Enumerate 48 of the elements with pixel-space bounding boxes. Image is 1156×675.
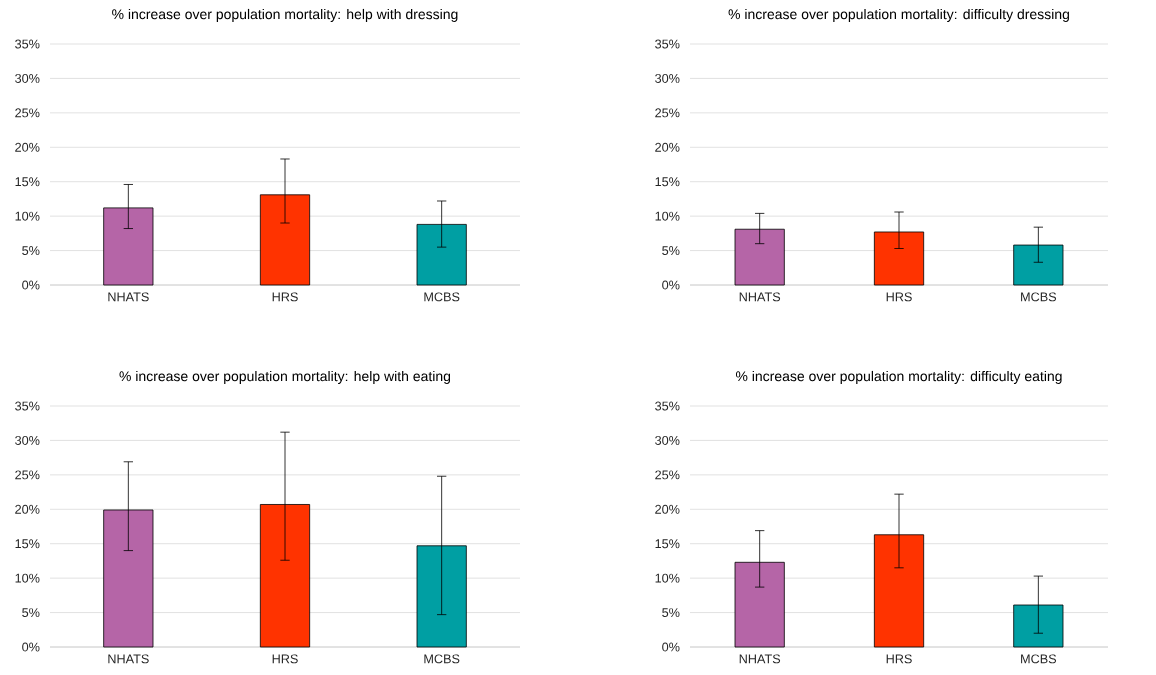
y-tick-label: 0% bbox=[22, 642, 40, 652]
y-tick-label: 35% bbox=[655, 401, 680, 411]
y-tick-label: 0% bbox=[22, 280, 40, 290]
y-tick-label: 35% bbox=[15, 39, 40, 49]
x-tick-label: MCBS bbox=[1021, 654, 1057, 664]
chart-title: % increase over population mortality: help with eating bbox=[119, 370, 451, 384]
y-tick-label: 30% bbox=[655, 435, 680, 445]
chart-title: % increase over population mortality: difficulty eating bbox=[735, 370, 1062, 384]
y-tick-label: 15% bbox=[655, 177, 680, 187]
y-tick-label: 5% bbox=[22, 246, 40, 256]
y-tick-label: 25% bbox=[655, 108, 680, 118]
y-tick-label: 10% bbox=[655, 573, 680, 583]
x-tick-label: NHATS bbox=[739, 654, 781, 664]
x-tick-label: HRS bbox=[886, 292, 912, 302]
chart-title: % increase over population mortality: difficulty dressing bbox=[728, 8, 1069, 22]
y-tick-label: 20% bbox=[15, 142, 40, 152]
y-tick-label: 5% bbox=[22, 608, 40, 618]
y-tick-label: 0% bbox=[662, 280, 680, 290]
x-tick-label: HRS bbox=[886, 654, 912, 664]
y-tick-label: 15% bbox=[655, 539, 680, 549]
y-tick-label: 5% bbox=[662, 608, 680, 618]
y-tick-label: 35% bbox=[655, 39, 680, 49]
y-tick-label: 30% bbox=[15, 435, 40, 445]
x-tick-label: MCBS bbox=[424, 654, 460, 664]
y-tick-label: 15% bbox=[15, 177, 40, 187]
x-tick-label: HRS bbox=[272, 654, 298, 664]
y-tick-label: 25% bbox=[15, 108, 40, 118]
y-tick-label: 30% bbox=[15, 73, 40, 83]
x-tick-label: NHATS bbox=[108, 292, 149, 302]
y-tick-label: 20% bbox=[655, 504, 680, 514]
y-tick-label: 20% bbox=[15, 504, 40, 514]
y-tick-label: 0% bbox=[662, 642, 680, 652]
y-tick-label: 35% bbox=[15, 401, 40, 411]
x-tick-label: NHATS bbox=[108, 654, 149, 664]
y-tick-label: 10% bbox=[655, 211, 680, 221]
y-tick-label: 25% bbox=[655, 470, 680, 480]
chart-title: % increase over population mortality: help with dressing bbox=[112, 8, 458, 22]
y-tick-label: 20% bbox=[655, 142, 680, 152]
x-tick-label: MCBS bbox=[1021, 292, 1057, 302]
y-tick-label: 30% bbox=[655, 73, 680, 83]
y-tick-label: 5% bbox=[662, 246, 680, 256]
y-tick-label: 10% bbox=[15, 211, 40, 221]
x-tick-label: MCBS bbox=[424, 292, 460, 302]
y-tick-label: 15% bbox=[15, 539, 40, 549]
y-tick-label: 10% bbox=[15, 573, 40, 583]
y-tick-label: 25% bbox=[15, 470, 40, 480]
x-tick-label: HRS bbox=[272, 292, 298, 302]
x-tick-label: NHATS bbox=[739, 292, 781, 302]
